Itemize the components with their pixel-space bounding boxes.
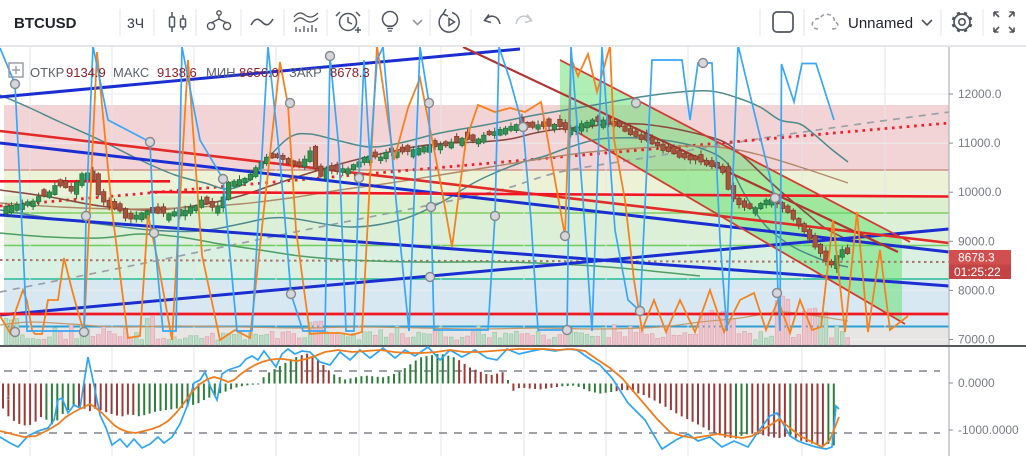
svg-text:9000.0: 9000.0 (958, 234, 995, 248)
svg-text:8678.3: 8678.3 (330, 65, 370, 80)
svg-text:‹: ‹ (6, 392, 10, 404)
svg-text:МАКС: МАКС (113, 65, 149, 80)
svg-text:0.0000: 0.0000 (958, 376, 995, 390)
svg-text:8678.3: 8678.3 (958, 251, 995, 265)
svg-text:МИН: МИН (206, 65, 236, 80)
svg-text:9134.9: 9134.9 (66, 65, 106, 80)
svg-text:ОТКР: ОТКР (30, 65, 64, 80)
svg-text:-1000.0000: -1000.0000 (958, 423, 1019, 437)
svg-text:10000.0: 10000.0 (958, 185, 1002, 199)
svg-text:8656.0: 8656.0 (239, 65, 279, 80)
svg-text:BTCUSD: BTCUSD (14, 15, 77, 32)
svg-text:7000.0: 7000.0 (958, 333, 995, 347)
svg-text:3Ч: 3Ч (127, 15, 144, 31)
svg-text:11000.0: 11000.0 (958, 136, 1001, 150)
svg-text:8000.0: 8000.0 (958, 283, 995, 297)
svg-text:01:25:22: 01:25:22 (954, 265, 1001, 279)
svg-text:Unnamed: Unnamed (848, 15, 913, 32)
svg-text:ЗАКР: ЗАКР (289, 65, 322, 80)
svg-text:12000.0: 12000.0 (958, 87, 1002, 101)
svg-text:9138.6: 9138.6 (157, 65, 197, 80)
